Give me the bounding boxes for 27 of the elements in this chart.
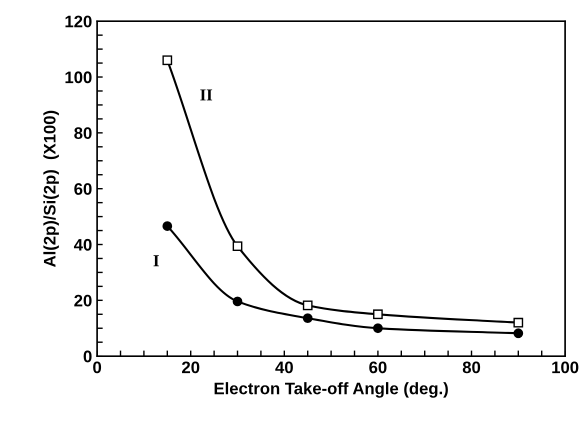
- point: [232, 241, 242, 252]
- point: [302, 313, 313, 324]
- x-tick-label: 0: [93, 361, 102, 374]
- point: [162, 221, 172, 231]
- point: [513, 318, 524, 328]
- x-tick-label: 80: [462, 361, 480, 374]
- y-tick-label: 20: [74, 294, 92, 307]
- x-tick-label: 60: [369, 361, 386, 374]
- series-label: I: [154, 255, 159, 266]
- x-tick-label: 40: [275, 361, 293, 374]
- point: [302, 300, 313, 310]
- point: [373, 323, 383, 334]
- point: [513, 328, 524, 338]
- point: [232, 296, 242, 306]
- x-axis-title: Electron Take-off Angle (deg.): [214, 382, 448, 398]
- point: [162, 55, 172, 66]
- y-tick-label: 0: [84, 350, 92, 362]
- y-tick-label: 40: [74, 238, 92, 251]
- y-tick-label: 100: [65, 71, 92, 84]
- x-tick-label: 20: [182, 361, 200, 374]
- y-tick-label: 80: [74, 127, 92, 140]
- series-label: II: [200, 89, 212, 100]
- y-tick-label: 120: [65, 16, 92, 28]
- x-tick-label: 100: [552, 361, 578, 374]
- point: [373, 309, 383, 320]
- y-tick-label: 60: [74, 183, 92, 195]
- y-axis-title: Al(2p)/Si(2p) (X100): [43, 110, 59, 267]
